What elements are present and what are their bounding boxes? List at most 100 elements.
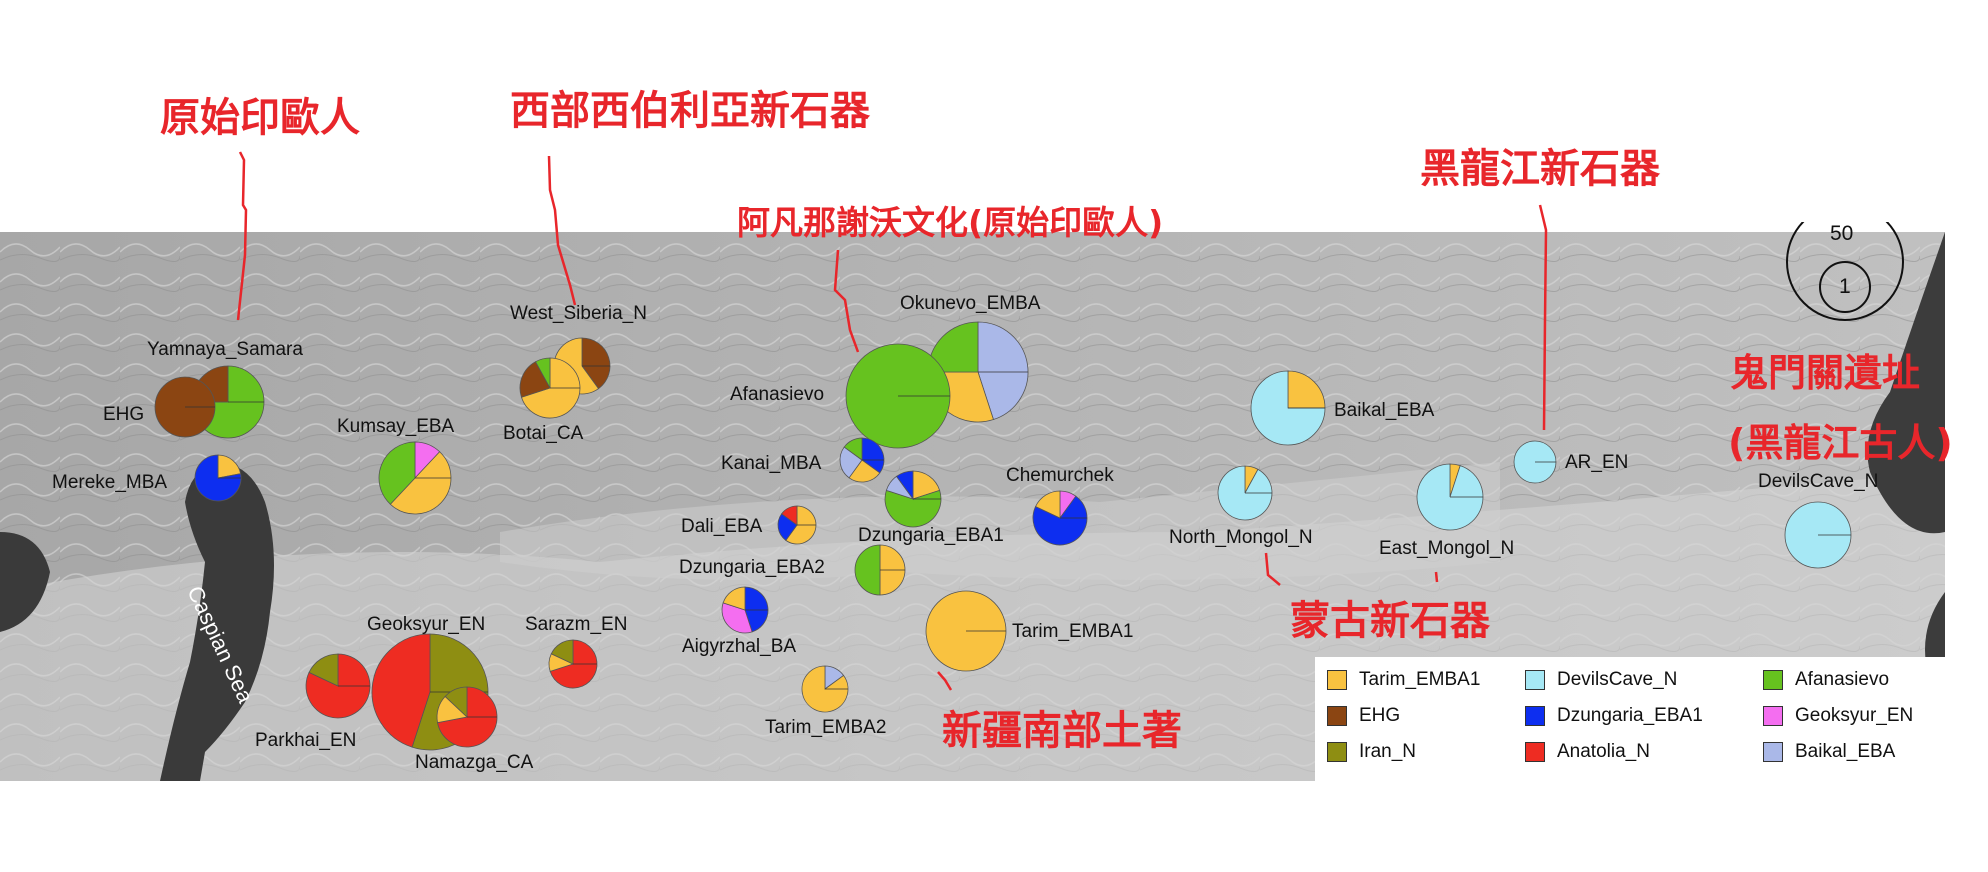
site-label-kanai-mba: Kanai_MBA [721,453,822,474]
site-label-dzungaria-eba2: Dzungaria_EBA2 [679,557,825,578]
scale-label-50: 50 [1830,222,1854,245]
pie-slice-dzungaria-eba1 [777,513,798,541]
site-label-tarim-emba1: Tarim_EMBA1 [1012,621,1134,642]
site-label-baikal-eba: Baikal_EBA [1334,400,1435,421]
legend-swatch [1525,670,1545,690]
pie-ar-en [1513,440,1557,484]
annotation-proto-ie: 原始印歐人 [160,95,360,141]
site-label-sarazm-en: Sarazm_EN [525,614,628,635]
annotation-devils-gate: 鬼門關遺址 [1730,351,1921,395]
site-label-botai-ca: Botai_CA [503,423,584,444]
legend-item-iran-n: Iran_N [1327,741,1416,763]
site-label-west-siberia-n: West_Siberia_N [510,303,647,324]
pie-slice-anatolia-n [305,653,371,719]
annotation-amur-neolithic: 黑龍江新石器 [1420,146,1660,192]
pie-dali-eba [777,505,817,545]
site-label-okunevo-emba: Okunevo_EMBA [900,293,1041,314]
site-label-dzungaria-eba1: Dzungaria_EBA1 [858,525,1004,546]
pie-slice-afanasievo [535,357,551,389]
legend-item-dzungaria-eba1: Dzungaria_EBA1 [1525,705,1703,727]
site-label-tarim-emba2: Tarim_EMBA2 [765,717,887,738]
pie-slice-tarim-emba1 [722,586,746,611]
pie-layer [154,321,1852,751]
pie-slice-baikal-eba [839,446,863,479]
pie-chemurchek [1032,490,1088,546]
pie-west-siberia-n [553,337,611,395]
site-label-yamnaya-samara: Yamnaya_Samara [147,339,303,360]
site-label-east-mongol-n: East_Mongol_N [1379,538,1515,559]
pie-slice-tarim-emba1 [1035,490,1061,519]
pie-slice-ehg [519,361,551,398]
line-mongol-east [1434,571,1439,583]
pie-slice-baikal-eba [977,321,1029,421]
pie-slice-afanasievo [378,441,416,505]
pie-slice-tarim-emba1 [1287,370,1326,409]
scale-circle-small [1819,261,1871,313]
scale-circle-large [1786,222,1904,321]
legend-item-ehg: EHG [1327,705,1400,727]
legend-swatch [1763,742,1783,762]
site-label-aigyrzhal-ba: Aigyrzhal_BA [682,636,797,657]
black-sea-edge [0,532,50,632]
pie-botai-ca [519,357,581,419]
pie-sarazm-en [548,639,598,689]
pie-slice-ehg [581,337,611,390]
legend-item-afanasievo: Afanasievo [1763,669,1889,691]
line-west-siberia [547,155,577,306]
line-amur [1538,204,1548,431]
pie-kanai-mba [839,437,885,483]
pie-mereke-mba [194,454,242,502]
legend-item-devilscave-n: DevilsCave_N [1525,669,1677,691]
pie-north-mongol-n [1217,465,1273,521]
site-label-devilscave-n: DevilsCave_N [1758,471,1879,492]
pie-namazga-ca [436,686,498,748]
pie-dzungaria-eba1 [884,470,942,528]
scale-label-1: 1 [1839,275,1851,298]
size-scale [1786,222,1904,321]
line-xinjiang [937,671,953,691]
pie-slice-afanasievo [884,489,942,528]
pie-tarim-emba1 [925,590,1007,672]
pie-slice-dzungaria-eba1 [1032,495,1088,546]
pie-slice-afanasievo [843,437,863,461]
pie-slice-iran-n [444,686,468,718]
pie-slice-devilscave-n [1250,370,1326,446]
annotation-south-xinjiang: 新疆南部土著 [942,708,1182,754]
annotation-afanasievo-culture: 阿凡那謝沃文化(原始印歐人) [737,203,1164,242]
legend-swatch [1763,706,1783,726]
annotation-devils-gate-sub: (黑龍江古人) [1728,421,1953,465]
pie-slice-devilscave-n [1217,465,1273,521]
site-label-ehg: EHG [103,404,145,425]
pie-slice-tarim-emba1 [389,451,452,515]
pie-east-mongol-n [1416,463,1484,531]
legend-swatch [1327,706,1347,726]
pie-devilscave-n [1784,501,1852,569]
pie-slice-dzungaria-eba1 [895,470,914,501]
caspian-sea [160,462,274,781]
pie-slice-anatolia-n [371,633,431,748]
line-proto-ie [236,151,248,321]
annotation-west-siberia: 西部西伯利亞新石器 [510,88,870,134]
site-label-dali-eba: Dali_EBA [681,516,763,537]
pie-afanasievo [845,343,951,449]
legend-item-anatolia-n: Anatolia_N [1525,741,1650,763]
site-label-chemurchek: Chemurchek [1006,465,1114,486]
site-label-namazga-ca: Namazga_CA [415,752,534,773]
legend-swatch [1525,742,1545,762]
pie-slice-tarim-emba1 [801,665,849,713]
legend-item-geoksyur-en: Geoksyur_EN [1763,705,1913,727]
legend-item-baikal-eba: Baikal_EBA [1763,741,1895,763]
legend-item-tarim-emba1: Tarim_EMBA1 [1327,669,1480,691]
line-afanasievo [833,249,860,353]
pie-dzungaria-eba2 [854,544,906,596]
line-mongol-north [1264,552,1281,586]
legend-swatch [1327,670,1347,690]
legend-swatch [1525,706,1545,726]
pie-baikal-eba [1250,370,1326,446]
annotation-mongol-neolithic: 蒙古新石器 [1290,598,1490,644]
pie-slice-geoksyur-en [721,602,753,634]
pie-tarim-emba2 [801,665,849,713]
pie-slice-iran-n [308,653,339,687]
site-label-parkhai-en: Parkhai_EN [255,730,357,751]
pie-ehg [154,376,216,438]
